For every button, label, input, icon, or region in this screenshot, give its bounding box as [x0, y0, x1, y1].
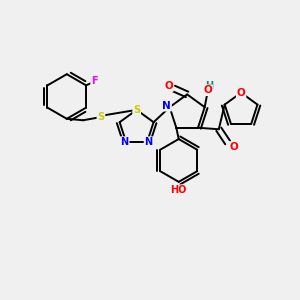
Text: HO: HO — [170, 185, 187, 195]
Text: O: O — [237, 88, 245, 98]
Text: F: F — [91, 76, 98, 86]
Text: O: O — [164, 81, 173, 91]
Text: N: N — [162, 101, 171, 111]
Text: O: O — [203, 85, 212, 95]
Text: N: N — [145, 137, 153, 147]
Text: N: N — [121, 137, 129, 147]
Text: S: S — [98, 112, 104, 122]
Text: S: S — [133, 105, 140, 115]
Text: H: H — [205, 81, 213, 91]
Text: O: O — [229, 142, 238, 152]
